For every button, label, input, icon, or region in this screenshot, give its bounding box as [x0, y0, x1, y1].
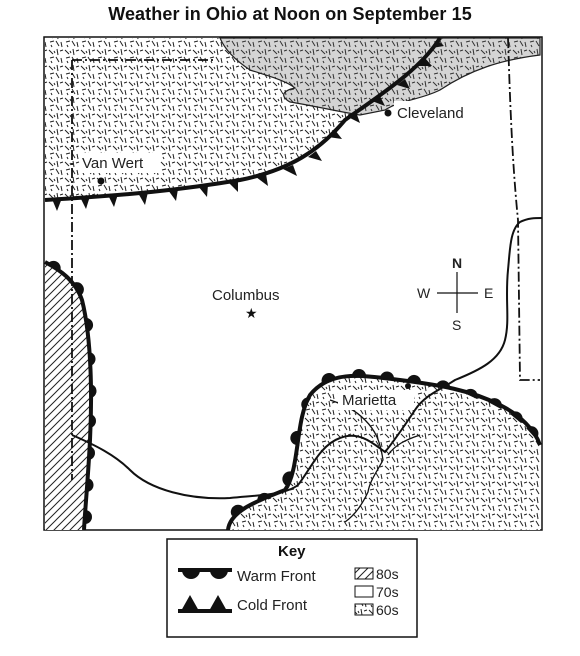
- van-wert-label: Van Wert: [82, 155, 144, 172]
- marietta-label: Marietta: [342, 392, 397, 409]
- region-60s-southeast: [228, 375, 540, 530]
- map-title: Weather in Ohio at Noon on September 15: [108, 4, 472, 24]
- warm-front-southeast-semicircles: [230, 369, 539, 516]
- cold-front-triangles: [52, 40, 444, 211]
- lake-erie: [219, 37, 541, 116]
- region-80s-west: [45, 262, 92, 530]
- ohio-river: [71, 217, 543, 500]
- warm-front-west-semicircles: [47, 260, 97, 524]
- map-key: Key Warm Front Cold Front 80s 70s 60s: [166, 538, 418, 638]
- state-border-east: [507, 37, 540, 381]
- cleveland-marker: [384, 109, 392, 117]
- key-80s-label: 80s: [376, 566, 399, 582]
- key-70s-label: 70s: [376, 584, 399, 600]
- compass-west: W: [417, 285, 431, 301]
- compass-rose: N S E W: [417, 255, 493, 333]
- columbus-label: Columbus: [212, 287, 280, 304]
- van-wert-marker: [97, 177, 105, 185]
- compass-north: N: [452, 255, 462, 271]
- key-title: Key: [278, 543, 306, 560]
- columbus-capital-star: ★: [245, 306, 258, 322]
- compass-east: E: [484, 285, 493, 301]
- warm-front-west-line: [44, 260, 94, 531]
- cleveland-label: Cleveland: [397, 105, 464, 122]
- compass-south: S: [452, 317, 461, 333]
- key-60s-label: 60s: [376, 602, 399, 618]
- marietta-marker: [405, 383, 411, 389]
- river-tributaries: [329, 399, 421, 523]
- key-cold-front-label: Cold Front: [237, 597, 308, 614]
- key-warm-front-label: Warm Front: [237, 568, 316, 585]
